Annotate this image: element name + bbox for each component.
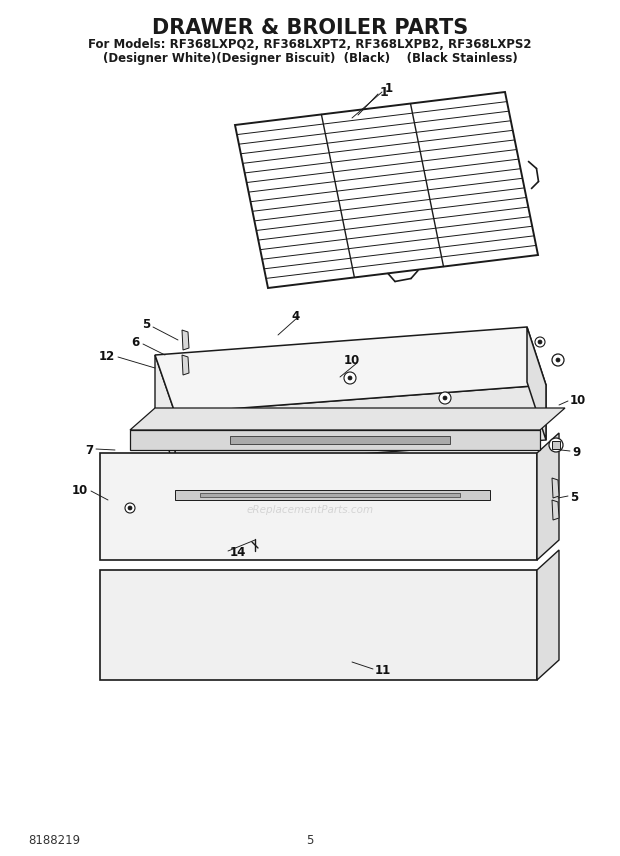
Circle shape — [535, 337, 545, 347]
Polygon shape — [230, 436, 450, 444]
Text: 5: 5 — [570, 490, 578, 503]
Text: For Models: RF368LXPQ2, RF368LXPT2, RF368LXPB2, RF368LXPS2: For Models: RF368LXPQ2, RF368LXPT2, RF36… — [88, 38, 532, 51]
Text: 12: 12 — [99, 349, 115, 362]
Text: 1: 1 — [380, 86, 389, 98]
Polygon shape — [537, 433, 559, 560]
Text: 6: 6 — [131, 336, 140, 348]
Text: (Designer White)(Designer Biscuit)  (Black)    (Black Stainless): (Designer White)(Designer Biscuit) (Blac… — [103, 52, 517, 65]
Polygon shape — [200, 493, 460, 497]
Text: 11: 11 — [375, 663, 391, 676]
Text: eReplacementParts.com: eReplacementParts.com — [246, 505, 374, 515]
Polygon shape — [552, 478, 559, 498]
Circle shape — [128, 506, 132, 510]
Text: 10: 10 — [570, 394, 587, 407]
Polygon shape — [130, 408, 565, 430]
Polygon shape — [155, 355, 175, 468]
Text: DRAWER & BROILER PARTS: DRAWER & BROILER PARTS — [152, 18, 468, 38]
Polygon shape — [130, 430, 540, 450]
Circle shape — [125, 503, 135, 513]
Polygon shape — [175, 385, 546, 468]
Polygon shape — [100, 453, 537, 560]
Polygon shape — [552, 441, 560, 449]
Text: 14: 14 — [230, 546, 246, 560]
Text: 5: 5 — [142, 318, 150, 331]
Polygon shape — [552, 500, 559, 520]
Circle shape — [556, 358, 560, 362]
Polygon shape — [100, 570, 537, 680]
Polygon shape — [175, 490, 490, 500]
Polygon shape — [527, 327, 546, 440]
Circle shape — [439, 392, 451, 404]
Text: 10: 10 — [72, 484, 88, 496]
Text: 8188219: 8188219 — [28, 834, 80, 847]
Polygon shape — [155, 327, 546, 413]
Polygon shape — [182, 355, 189, 375]
Text: 4: 4 — [292, 310, 300, 323]
Circle shape — [344, 372, 356, 384]
Polygon shape — [235, 92, 538, 288]
Polygon shape — [182, 330, 189, 350]
Circle shape — [348, 376, 352, 380]
Polygon shape — [537, 550, 559, 680]
Circle shape — [538, 340, 542, 344]
Text: 9: 9 — [572, 445, 580, 459]
Circle shape — [443, 396, 447, 400]
Text: 1: 1 — [385, 81, 393, 94]
Circle shape — [549, 438, 563, 452]
Text: 5: 5 — [306, 834, 314, 847]
Text: 10: 10 — [343, 354, 360, 366]
Circle shape — [552, 354, 564, 366]
Text: 7: 7 — [85, 443, 93, 456]
